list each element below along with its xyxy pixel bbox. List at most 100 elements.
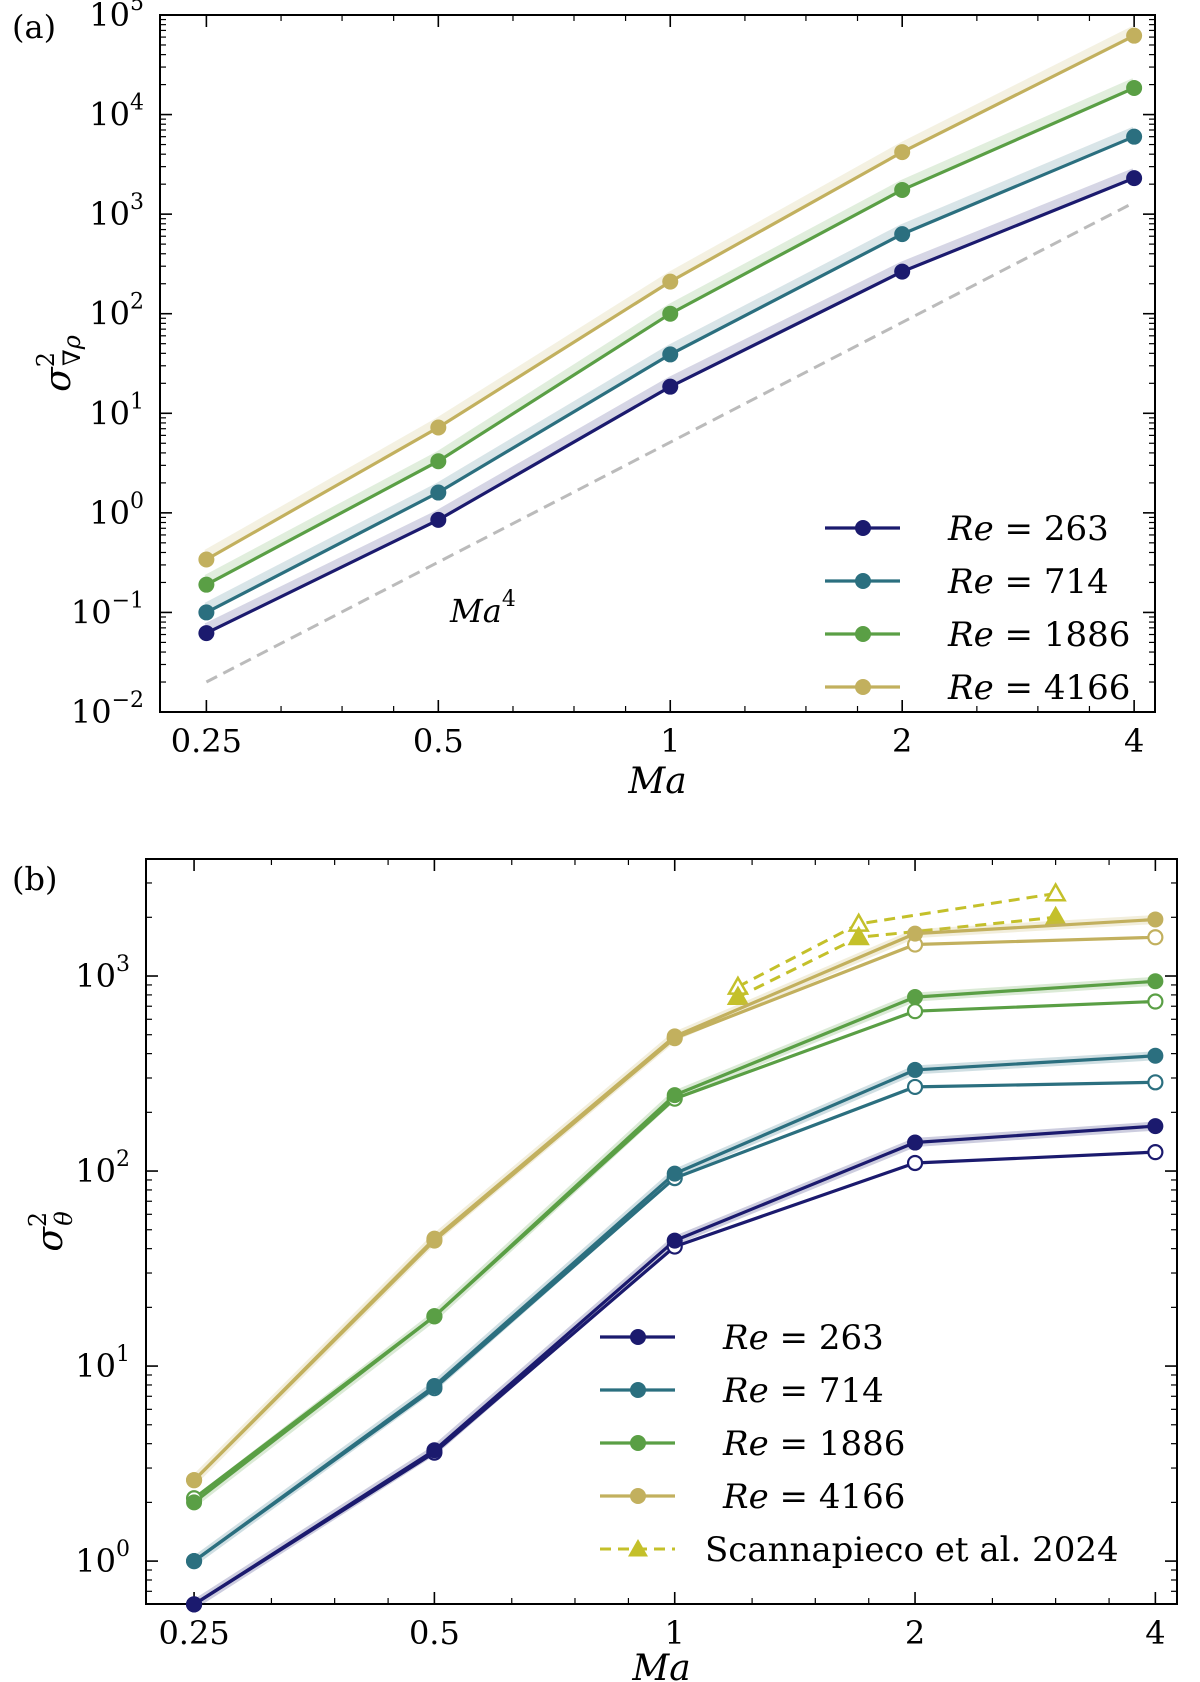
legend-label: Scannapieco et al. 2024 (705, 1530, 1119, 1570)
plot-frame (145, 858, 1178, 1605)
x-tick-label: 2 (905, 1614, 925, 1652)
y-tick-exponent: 3 (130, 190, 144, 215)
legend-label: Re = 263 (722, 1318, 884, 1358)
series-marker-filled (907, 989, 924, 1006)
comparison-marker-filled (726, 985, 750, 1006)
legend-label-value: = 1886 (769, 1424, 906, 1464)
series-marker (662, 346, 679, 363)
series-marker-open (1147, 1144, 1164, 1161)
y-axis-label-sup: 2 (32, 352, 60, 367)
legend: Re = 263 Re = 714 Re = 1886 Re = 4166 Scanna… (600, 1318, 1119, 1570)
legend-label-value: = 4166 (994, 668, 1131, 708)
legend-entry: Re = 4166 (825, 668, 1130, 708)
y-tick-label: 101 (89, 389, 144, 432)
series-marker (1126, 170, 1143, 187)
legend-label-value: = 1886 (994, 615, 1131, 655)
series-re-714 (185, 1047, 1164, 1570)
series-marker (894, 226, 911, 243)
y-tick-base: 10 (75, 957, 116, 995)
x-axis-label: Ma (631, 1648, 690, 1682)
legend-marker (630, 1435, 646, 1451)
series-marker-filled (186, 1494, 203, 1511)
legend-entry: Re = 714 (825, 562, 1109, 602)
series-marker (198, 604, 215, 621)
y-tick-exponent: 0 (130, 489, 144, 514)
series-marker-filled (426, 1442, 443, 1459)
legend-entry: Re = 1886 (825, 615, 1130, 655)
series-marker (894, 263, 911, 280)
x-tick-label: 0.5 (413, 722, 464, 760)
y-tick-label: 103 (75, 952, 130, 995)
x-tick-label: 4 (1145, 1614, 1165, 1652)
legend-label-var: Re (947, 562, 994, 602)
legend-marker (630, 1329, 646, 1345)
series-marker-filled (907, 1061, 924, 1078)
legend-label: Re = 263 (947, 509, 1109, 549)
x-tick-label: 0.5 (409, 1614, 460, 1652)
series-line-open (192, 935, 1156, 1482)
legend-entry: Re = 263 (600, 1318, 884, 1358)
x-tick-label: 1 (665, 1614, 685, 1652)
legend-label: Re = 714 (947, 562, 1109, 602)
legend-marker (855, 520, 871, 536)
y-tick-label: 105 (89, 0, 144, 34)
legend-label-var: Re (947, 615, 994, 655)
y-tick-base: 10 (89, 0, 130, 34)
comparison-marker-open (1044, 881, 1067, 902)
legend-entry: Re = 714 (600, 1371, 884, 1411)
series-marker-filled (666, 1028, 683, 1045)
legend-label: Re = 1886 (947, 615, 1130, 655)
legend-marker (855, 679, 871, 695)
series-marker-filled (1147, 973, 1164, 990)
series-marker-filled (1147, 1047, 1164, 1064)
series-marker (894, 144, 911, 161)
series-marker-open (906, 1078, 924, 1096)
y-axis-label-main: σ (30, 1226, 71, 1252)
reference-line-label: Ma4 (449, 587, 516, 630)
legend-entry: Re = 4166 (600, 1477, 905, 1517)
series-re-4166 (198, 26, 1143, 568)
legend-label: Re = 4166 (722, 1477, 905, 1517)
y-tick-exponent: 3 (116, 952, 130, 977)
legend-label-var: Re (947, 509, 994, 549)
y-tick-base: 10 (89, 295, 130, 333)
y-tick-label: 102 (89, 290, 144, 333)
y-tick-exponent: 4 (130, 91, 144, 116)
y-tick-base: 10 (75, 1347, 116, 1385)
y-tick-base: 10 (89, 195, 130, 233)
legend-entry: Scannapieco et al. 2024 (600, 1530, 1119, 1570)
legend-label-value: = 263 (994, 509, 1109, 549)
series-marker-filled (907, 925, 924, 942)
y-tick-label: 103 (89, 190, 144, 233)
panel-label: (a) (12, 8, 56, 46)
series-marker-filled (186, 1553, 203, 1570)
legend-label-value: = 263 (769, 1318, 884, 1358)
series-marker-filled (666, 1087, 683, 1104)
legend-label-var: Re (947, 668, 994, 708)
y-tick-base: 10 (71, 693, 112, 731)
y-tick-base: 10 (75, 1542, 116, 1580)
y-axis-label-sub: ∇ρ (58, 335, 86, 366)
series-re-263 (198, 168, 1143, 642)
y-tick-exponent: −1 (112, 588, 144, 613)
legend-label: Re = 714 (722, 1371, 884, 1411)
series-band (204, 78, 1136, 583)
series-marker-filled (666, 1165, 683, 1182)
y-tick-label: 100 (75, 1537, 130, 1580)
y-axis-label-sup: 2 (24, 1212, 52, 1227)
series-re-714 (198, 126, 1143, 621)
series-marker (198, 625, 215, 642)
y-axis-label: σ2θ (24, 1211, 78, 1252)
y-tick-exponent: 5 (130, 0, 144, 16)
legend-entry: Re = 1886 (600, 1424, 905, 1464)
series-marker (1126, 79, 1143, 96)
series-marker (198, 551, 215, 568)
series-marker-filled (426, 1378, 443, 1395)
series-marker (1126, 128, 1143, 145)
y-tick-base: 10 (89, 96, 130, 134)
series-line-open (193, 1080, 1156, 1563)
y-tick-exponent: 2 (130, 290, 144, 315)
y-tick-label: 10−2 (71, 688, 144, 731)
